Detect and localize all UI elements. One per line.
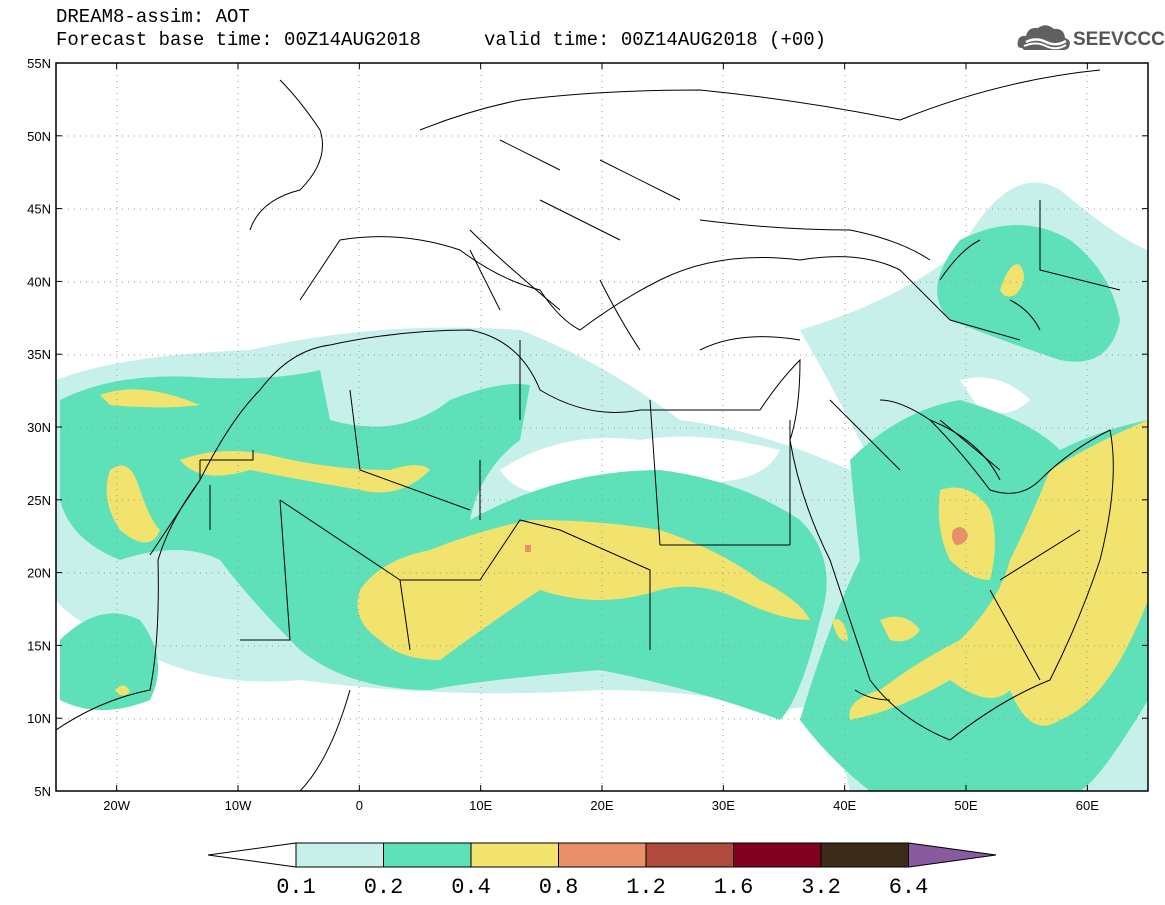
lon-label: 0	[356, 798, 363, 813]
map-title: DREAM8-assim: AOT	[56, 6, 250, 28]
colorbar-swatch	[820, 842, 909, 868]
colorbar-swatch	[383, 842, 472, 868]
lon-label: 50E	[954, 798, 977, 813]
colorbar-label: 0.4	[451, 875, 491, 900]
coastlines	[56, 69, 1114, 791]
colorbar: 0.1 0.2 0.4 0.8 1.2 1.6 3.2 6.4	[207, 842, 997, 900]
lon-label: 30E	[712, 798, 735, 813]
aot-fields	[56, 182, 1148, 791]
lon-label: 40E	[833, 798, 856, 813]
logo-text: SEEVCCC	[1073, 29, 1165, 50]
colorbar-label: 1.2	[626, 875, 666, 900]
seevccc-logo: SEEVCCC	[1016, 20, 1165, 56]
lat-label: 5N	[34, 784, 51, 799]
lon-label: 10E	[469, 798, 492, 813]
valid-time: valid time: 00Z14AUG2018 (+00)	[484, 29, 827, 51]
map-graticule	[56, 63, 1148, 791]
lat-label: 15N	[27, 638, 51, 653]
lon-label: 60E	[1076, 798, 1099, 813]
colorbar-swatch	[733, 842, 822, 868]
lat-label: 20N	[27, 566, 51, 581]
aot-level-0.4	[100, 264, 1148, 726]
colorbar-label: 0.8	[539, 875, 579, 900]
colorbar-swatch	[470, 842, 559, 868]
colorbar-swatch	[295, 842, 384, 868]
lat-label: 50N	[27, 129, 51, 144]
colorbar-label: 3.2	[801, 875, 841, 900]
lat-label: 40N	[27, 274, 51, 289]
aot-below-0.1	[500, 377, 1030, 493]
map-axes: 5N 10N 15N 20N 25N 30N 35N 40N 45N 50N 55N 20W 10W 0 1…	[27, 56, 1148, 813]
lon-label: 20W	[103, 798, 130, 813]
colorbar-label: 0.2	[364, 875, 404, 900]
aot-level-0.8	[525, 526, 968, 552]
colorbar-label: 0.1	[276, 875, 316, 900]
lat-label: 55N	[27, 56, 51, 71]
colorbar-label: 1.6	[714, 875, 754, 900]
colorbar-swatch	[645, 842, 734, 868]
lat-label: 25N	[27, 493, 51, 508]
colorbar-under-triangle	[207, 842, 297, 868]
lat-label: 10N	[27, 711, 51, 726]
lon-label: 10W	[225, 798, 252, 813]
lat-label: 30N	[27, 420, 51, 435]
lat-label: 45N	[27, 202, 51, 217]
lat-label: 35N	[27, 347, 51, 362]
colorbar-label: 6.4	[889, 875, 929, 900]
colorbar-swatch	[558, 842, 647, 868]
lon-label: 20E	[590, 798, 613, 813]
colorbar-over-triangle	[908, 842, 997, 868]
country-borders	[149, 139, 1121, 681]
forecast-base-time: Forecast base time: 00Z14AUG2018	[56, 29, 421, 51]
cloud-logo-icon	[1017, 25, 1070, 50]
